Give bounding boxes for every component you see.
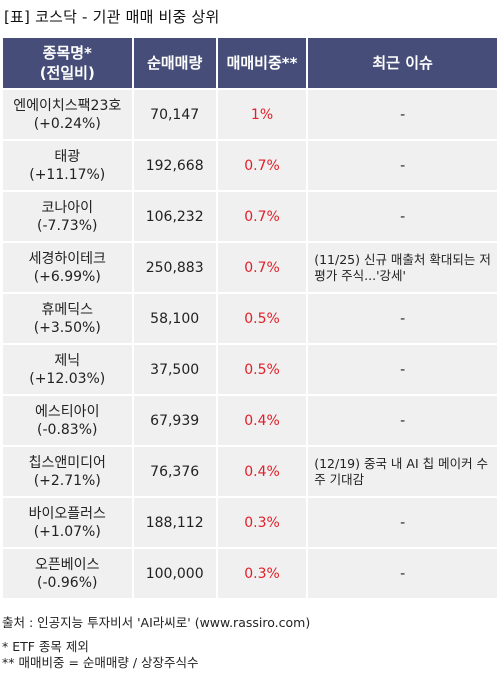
stock-change: (+11.17%) <box>29 166 106 183</box>
stock-name: 태광 <box>54 148 81 165</box>
stock-name: 엔에이치스팩23호 <box>13 97 122 114</box>
trade-ratio: 0.7% <box>217 192 307 241</box>
net-volume: 76,376 <box>133 447 216 496</box>
trade-ratio: 0.3% <box>217 549 307 598</box>
footnote-etf: * ETF 종목 제외 <box>2 639 89 654</box>
recent-issue: - <box>308 141 497 190</box>
trade-ratio: 0.4% <box>217 396 307 445</box>
net-volume: 106,232 <box>133 192 216 241</box>
page-title: [표] 코스닥 - 기관 매매 비중 상위 <box>4 8 220 26</box>
header-recent-issue: 최근 이슈 <box>308 38 497 88</box>
table-row: 제닉 (+12.03%) 37,500 0.5% - <box>3 345 497 394</box>
stock-change: (+3.50%) <box>33 319 101 336</box>
stock-cell: 휴메딕스 (+3.50%) <box>3 294 132 343</box>
stock-name: 칩스앤미디어 <box>28 454 106 471</box>
stock-name: 제닉 <box>54 352 81 369</box>
stock-change: (+1.07%) <box>33 523 101 540</box>
trade-ratio: 0.5% <box>217 345 307 394</box>
table-row: 태광 (+11.17%) 192,668 0.7% - <box>3 141 497 190</box>
header-stock-name: 종목명* (전일비) <box>3 38 132 88</box>
stock-cell: 칩스앤미디어 (+2.71%) <box>3 447 132 496</box>
table-header-row: 종목명* (전일비) 순매매량 매매비중** 최근 이슈 <box>3 38 497 88</box>
stock-change: (-0.96%) <box>37 574 98 591</box>
trade-ratio: 1% <box>217 90 307 139</box>
header-change-label: (전일비) <box>39 64 95 82</box>
stock-change: (-7.73%) <box>37 217 98 234</box>
trade-ratio: 0.3% <box>217 498 307 547</box>
stock-change: (+12.03%) <box>29 370 106 387</box>
net-volume: 37,500 <box>133 345 216 394</box>
net-volume: 250,883 <box>133 243 216 292</box>
stock-cell: 바이오플러스 (+1.07%) <box>3 498 132 547</box>
stock-name: 바이오플러스 <box>28 505 106 522</box>
table-row: 오픈베이스 (-0.96%) 100,000 0.3% - <box>3 549 497 598</box>
net-volume: 188,112 <box>133 498 216 547</box>
recent-issue: - <box>308 549 497 598</box>
recent-issue: - <box>308 498 497 547</box>
recent-issue: - <box>308 345 497 394</box>
table-row: 에스티아이 (-0.83%) 67,939 0.4% - <box>3 396 497 445</box>
table-row: 칩스앤미디어 (+2.71%) 76,376 0.4% (12/19) 중국 내 AI … <box>3 447 497 496</box>
table-row: 휴메딕스 (+3.50%) 58,100 0.5% - <box>3 294 497 343</box>
stock-cell: 에스티아이 (-0.83%) <box>3 396 132 445</box>
stock-change: (+2.71%) <box>33 472 101 489</box>
table-row: 코나아이 (-7.73%) 106,232 0.7% - <box>3 192 497 241</box>
stock-cell: 제닉 (+12.03%) <box>3 345 132 394</box>
stock-change: (+6.99%) <box>33 268 101 285</box>
table-row: 세경하이테크 (+6.99%) 250,883 0.7% (11/25) 신규 매출처 … <box>3 243 497 292</box>
footnote-ratio: ** 매매비중 = 순매매량 / 상장주식수 <box>2 655 199 670</box>
trade-ratio: 0.7% <box>217 141 307 190</box>
stock-cell: 오픈베이스 (-0.96%) <box>3 549 132 598</box>
stock-name: 휴메딕스 <box>41 301 94 318</box>
stock-name: 오픈베이스 <box>35 556 100 573</box>
header-trade-ratio: 매매비중** <box>217 38 307 88</box>
stock-change: (+0.24%) <box>33 115 101 132</box>
ranking-table: 종목명* (전일비) 순매매량 매매비중** 최근 이슈 엔에이치스팩23호 (+… <box>1 36 499 600</box>
stock-change: (-0.83%) <box>37 421 98 438</box>
table-row: 엔에이치스팩23호 (+0.24%) 70,147 1% - <box>3 90 497 139</box>
stock-cell: 엔에이치스팩23호 (+0.24%) <box>3 90 132 139</box>
net-volume: 192,668 <box>133 141 216 190</box>
stock-cell: 세경하이테크 (+6.99%) <box>3 243 132 292</box>
stock-name: 세경하이테크 <box>28 250 106 267</box>
header-net-volume: 순매매량 <box>133 38 216 88</box>
trade-ratio: 0.4% <box>217 447 307 496</box>
net-volume: 70,147 <box>133 90 216 139</box>
net-volume: 58,100 <box>133 294 216 343</box>
stock-name: 에스티아이 <box>35 403 100 420</box>
recent-issue: (12/19) 중국 내 AI 칩 메이커 수주 기대감 <box>308 447 497 496</box>
recent-issue: - <box>308 294 497 343</box>
table-row: 바이오플러스 (+1.07%) 188,112 0.3% - <box>3 498 497 547</box>
recent-issue: - <box>308 192 497 241</box>
net-volume: 67,939 <box>133 396 216 445</box>
stock-name: 코나아이 <box>41 199 94 216</box>
recent-issue: (11/25) 신규 매출처 확대되는 저평가 주식...'강세' <box>308 243 497 292</box>
stock-cell: 태광 (+11.17%) <box>3 141 132 190</box>
recent-issue: - <box>308 90 497 139</box>
trade-ratio: 0.5% <box>217 294 307 343</box>
source-note: 출처 : 인공지능 투자비서 'AI라씨로' (www.rassiro.com) <box>2 615 311 630</box>
net-volume: 100,000 <box>133 549 216 598</box>
stock-cell: 코나아이 (-7.73%) <box>3 192 132 241</box>
header-stock-name-label: 종목명* <box>42 44 92 62</box>
recent-issue: - <box>308 396 497 445</box>
trade-ratio: 0.7% <box>217 243 307 292</box>
